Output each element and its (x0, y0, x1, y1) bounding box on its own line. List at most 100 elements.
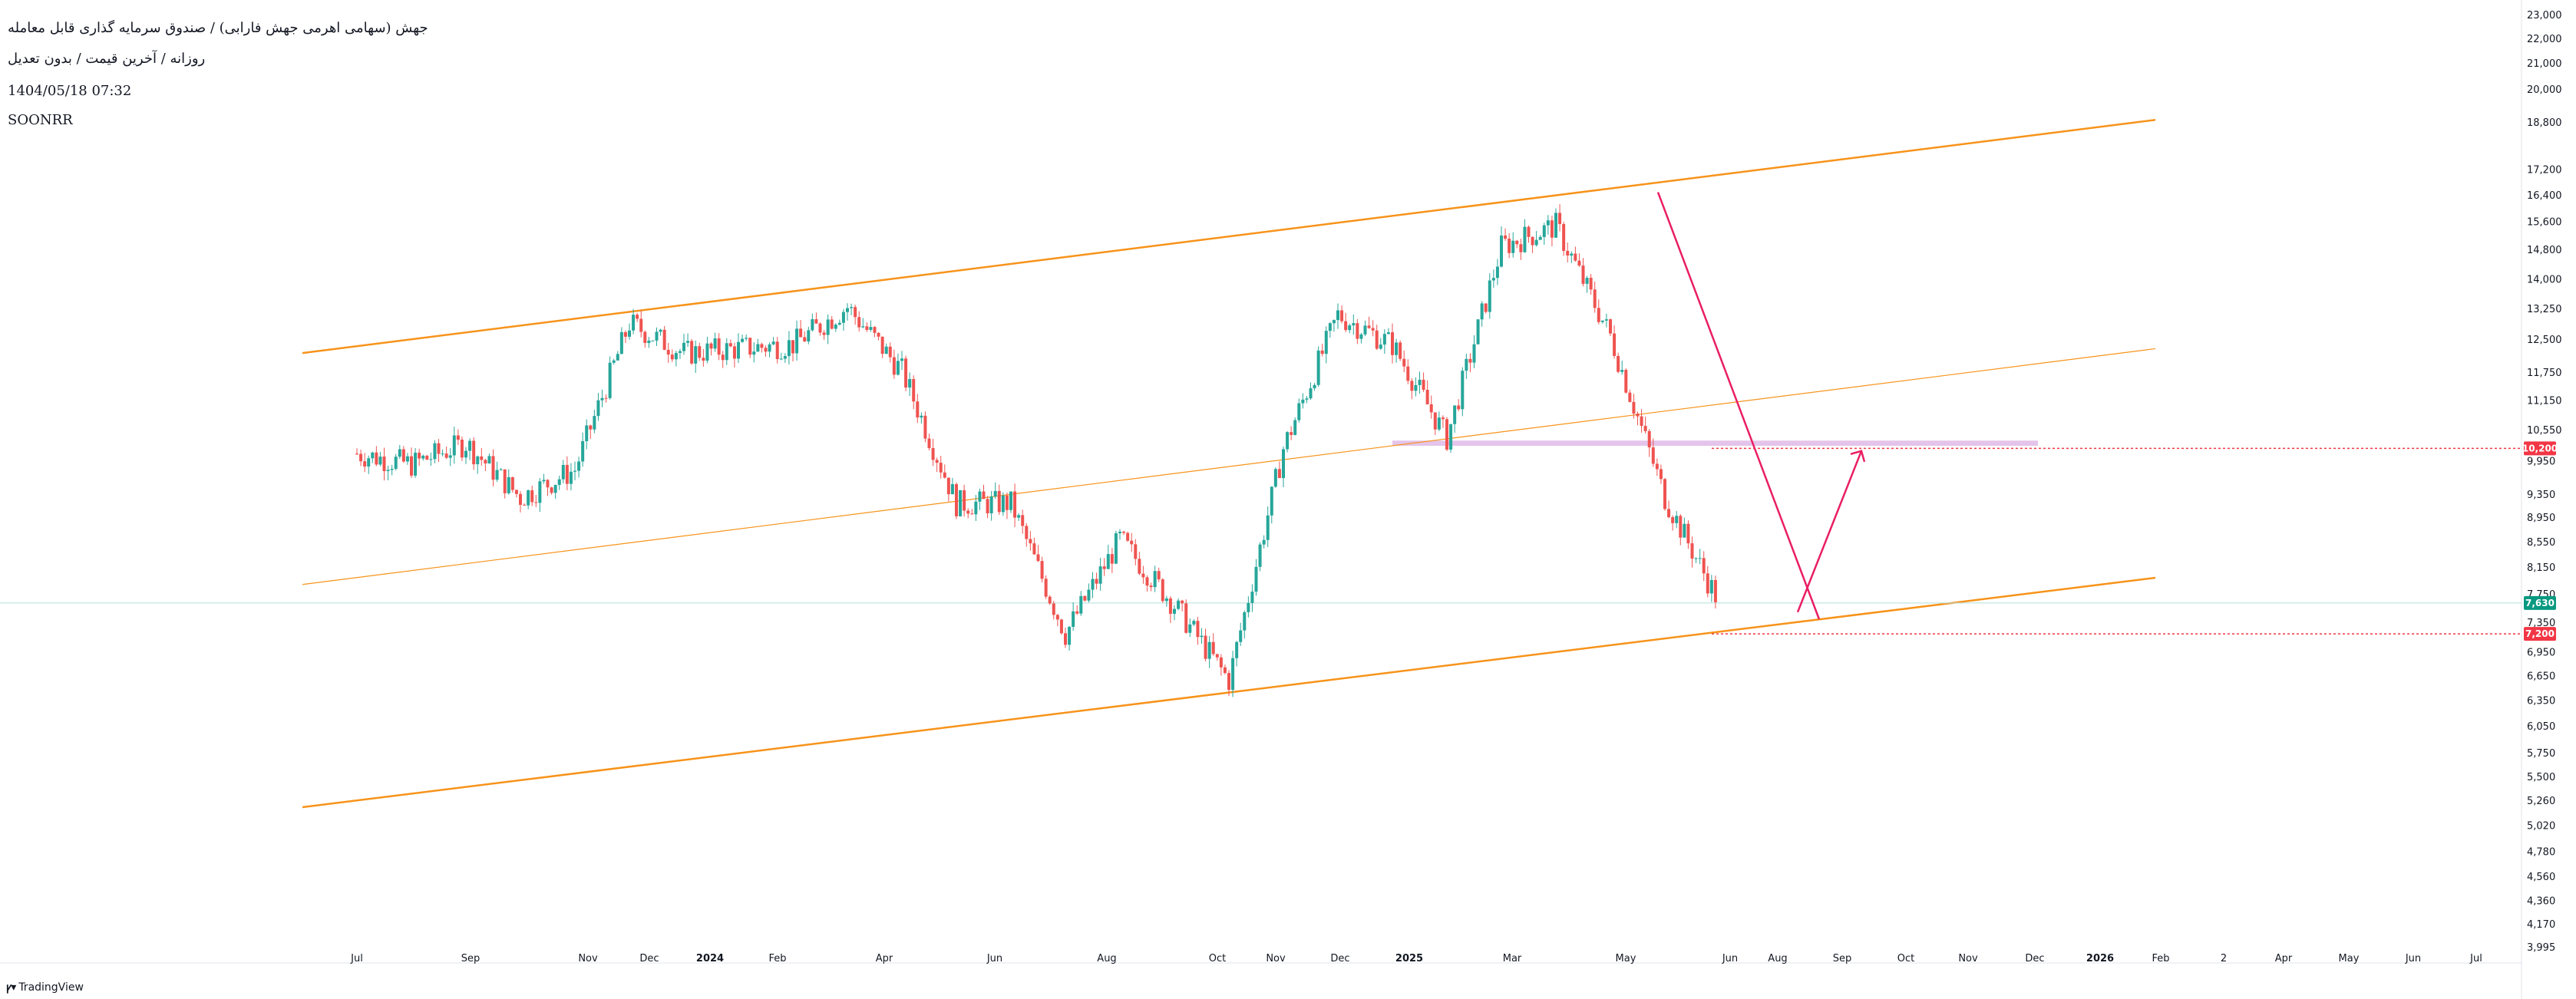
candle-body (612, 360, 616, 363)
candle-body (916, 401, 920, 418)
candle-body (1340, 310, 1344, 321)
x-tick-label: Dec (639, 953, 659, 964)
candle-body (670, 354, 674, 360)
candle-body (1266, 515, 1270, 540)
down-trendline[interactable] (1656, 192, 1821, 620)
candle-body (1643, 426, 1647, 431)
candle-body (507, 476, 510, 493)
candle-body (741, 338, 745, 342)
chart-symbol: SOONRR (8, 112, 73, 128)
channel-upper-line[interactable] (302, 119, 2156, 354)
candle-body (565, 464, 569, 484)
y-tick-label: 5,500 (2527, 772, 2555, 783)
candle-body (527, 490, 530, 506)
candle-body (1095, 579, 1098, 584)
candle-body (978, 491, 982, 502)
candle-body (1188, 624, 1192, 633)
candle-body (997, 490, 1001, 513)
candle-body (367, 458, 371, 467)
candle-body (581, 440, 585, 462)
candle-body (1110, 554, 1114, 564)
candle-body (636, 315, 639, 319)
y-tick-label: 17,200 (2527, 165, 2562, 176)
x-tick-label: Dec (1330, 953, 1349, 964)
candle-body (414, 452, 418, 476)
y-tick-label: 16,400 (2527, 190, 2562, 202)
candle-body (686, 341, 690, 343)
candle-body (1655, 463, 1659, 470)
candle-body (1523, 226, 1527, 252)
candle-body (764, 348, 768, 352)
time-axis[interactable]: Jul Sep Nov Dec 2024 Feb Apr Jun Aug Oct Nov Dec 202… (350, 953, 2482, 964)
candle-body (1425, 390, 1429, 404)
candle-body (534, 502, 538, 503)
candle-body (690, 341, 694, 364)
price-label-text: 10,200 (2522, 443, 2558, 453)
candle-body (678, 351, 682, 353)
price-label-badge (2524, 595, 2556, 610)
candle-body (1348, 325, 1352, 331)
candle-body (1157, 571, 1161, 580)
price-axis[interactable]: 23,000 22,000 21,000 20,000 18,800 17,200 16,4… (2527, 10, 2562, 954)
range-band[interactable] (1392, 440, 2038, 446)
candle-body (1465, 358, 1468, 371)
drawings-layer (0, 119, 2522, 809)
candle-body (1219, 657, 1223, 668)
channel-middle-line[interactable] (302, 348, 2156, 585)
candle-body (557, 479, 561, 485)
y-tick-label: 13,250 (2527, 304, 2562, 315)
candle-body (1083, 595, 1087, 601)
chart-title: جهش (سهامی اهرمی جهش فارابی) / صندوق سرم… (8, 20, 428, 36)
candle-body (437, 443, 441, 454)
candle-body (1064, 633, 1067, 645)
y-tick-label: 7,350 (2527, 618, 2555, 629)
candle-body (1254, 566, 1258, 592)
candle-body (1491, 278, 1495, 281)
y-tick-label: 14,800 (2527, 245, 2562, 256)
candle-body (1632, 401, 1636, 414)
candle-body (1679, 516, 1683, 538)
candle-body (1566, 250, 1570, 256)
candle-body (1620, 370, 1624, 372)
candle-body (405, 456, 409, 462)
candle-body (363, 461, 367, 467)
x-tick-label: Dec (2025, 953, 2044, 964)
candle-body (1663, 479, 1666, 509)
projection-arrow[interactable] (1796, 450, 1863, 613)
candle-body (912, 378, 916, 402)
candle-body (1554, 213, 1557, 238)
candle-body (1204, 635, 1207, 659)
candle-body (394, 457, 398, 470)
candle-body (841, 312, 845, 323)
candle-body (647, 340, 651, 343)
candle-body (1017, 515, 1021, 518)
tradingview-brand[interactable]: ꝩ▾ TradingView (6, 980, 84, 994)
candle-body (943, 472, 946, 478)
x-tick-label: Oct (1897, 953, 1914, 964)
candle-body (444, 453, 448, 458)
candle-body (1709, 579, 1713, 594)
candle-body (410, 456, 413, 476)
x-tick-label: Jun (1722, 953, 1738, 964)
candle-body (1106, 554, 1110, 569)
candle-body (787, 340, 791, 357)
candle-body (1091, 579, 1095, 590)
candle-body (768, 344, 771, 352)
candle-body (1114, 533, 1118, 564)
candle-body (1231, 658, 1235, 691)
candle-body (1192, 621, 1196, 625)
candle-body (709, 343, 713, 349)
candle-body (1675, 516, 1679, 523)
y-tick-label: 4,780 (2527, 846, 2555, 858)
candle-body (775, 341, 779, 359)
y-tick-label: 4,360 (2527, 895, 2555, 907)
candle-body (553, 484, 557, 493)
candle-body (857, 317, 861, 328)
candle-body (1072, 611, 1075, 627)
candle-body (717, 338, 721, 355)
candle-body (1130, 540, 1134, 545)
candle-body (1040, 561, 1044, 579)
candle-body (476, 456, 480, 465)
candle-body (1453, 405, 1457, 424)
